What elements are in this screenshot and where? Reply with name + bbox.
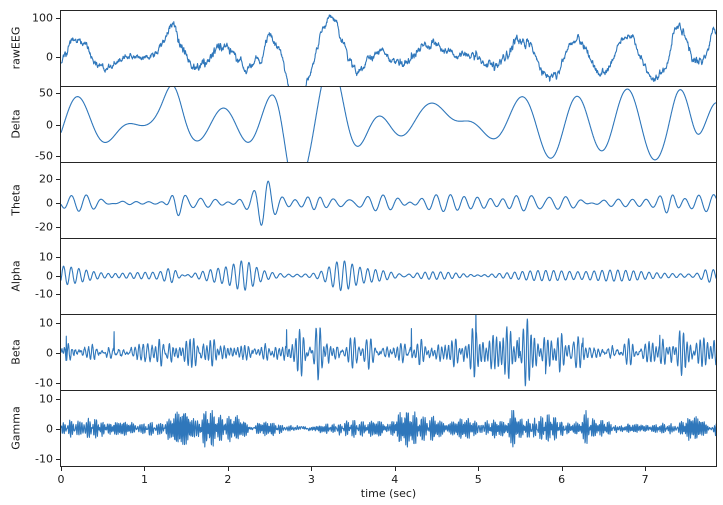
waveform-Gamma: [61, 409, 716, 448]
y-tick-label: 0: [46, 269, 53, 283]
y-tick-label: 0: [46, 118, 53, 131]
y-tick-label: -10: [35, 287, 53, 301]
x-tick-mark: [478, 467, 480, 471]
trace-rawEEG: [61, 14, 716, 86]
y-tick-label: 0: [46, 196, 53, 210]
x-tick-label: 5: [474, 473, 482, 486]
y-tick-mark: [56, 322, 60, 324]
subplot-Delta: [60, 86, 717, 162]
y-tick-mark: [56, 93, 60, 95]
y-tick-label: -10: [35, 376, 53, 389]
y-tick-mark: [56, 227, 60, 229]
trace-Beta: [61, 315, 716, 387]
x-tick-label: 2: [224, 473, 232, 486]
y-axis-title-rawEEG: rawEEG: [9, 26, 23, 70]
subplot-Beta: [60, 314, 717, 390]
x-tick-label: 6: [558, 473, 566, 486]
x-tick-label: 7: [641, 473, 649, 486]
waveform-Beta: [61, 315, 716, 387]
y-tick-label: 10: [39, 392, 53, 405]
y-tick-mark: [56, 17, 60, 19]
x-tick-mark: [394, 467, 396, 471]
y-tick-mark: [56, 124, 60, 126]
y-tick-label: 0: [46, 50, 53, 64]
trace-Alpha: [61, 260, 716, 292]
y-tick-mark: [56, 178, 60, 180]
x-tick-label: 0: [57, 473, 65, 486]
trace-Gamma: [61, 409, 716, 448]
y-tick-label: 10: [39, 316, 53, 329]
y-tick-label: -10: [35, 452, 53, 465]
waveform-rawEEG: [61, 14, 716, 86]
x-axis-title: time (sec): [360, 487, 417, 500]
y-tick-label: -20: [35, 220, 53, 234]
x-tick-mark: [144, 467, 146, 471]
x-tick-label: 3: [307, 473, 315, 486]
y-tick-mark: [56, 202, 60, 204]
subplot-Theta: [60, 162, 717, 238]
x-tick-mark: [311, 467, 313, 471]
x-tick-mark: [227, 467, 229, 471]
y-tick-mark: [56, 257, 60, 259]
y-tick-mark: [56, 458, 60, 460]
subplot-rawEEG: [60, 10, 717, 86]
y-tick-label: 20: [39, 172, 53, 186]
y-tick-mark: [56, 428, 60, 430]
waveform-Theta: [61, 180, 716, 226]
y-tick-mark: [56, 57, 60, 59]
y-tick-mark: [56, 352, 60, 354]
y-tick-mark: [56, 275, 60, 277]
x-tick-label: 1: [140, 473, 148, 486]
y-tick-label: 50: [39, 86, 53, 100]
x-tick-mark: [61, 467, 62, 471]
x-tick-mark: [645, 467, 647, 471]
y-tick-label: 10: [39, 250, 53, 264]
y-tick-label: 0: [46, 422, 53, 435]
y-tick-mark: [56, 382, 60, 384]
y-tick-label: -50: [35, 149, 53, 163]
y-tick-mark: [56, 398, 60, 400]
trace-Theta: [61, 180, 716, 226]
subplot-Alpha: [60, 238, 717, 314]
waveform-Delta: [61, 87, 716, 162]
waveform-Alpha: [61, 260, 716, 292]
y-tick-label: 0: [46, 346, 53, 359]
y-tick-label: 100: [32, 11, 53, 25]
x-tick-label: 4: [391, 473, 399, 486]
x-tick-mark: [561, 467, 563, 471]
subplot-Gamma: [60, 390, 717, 467]
y-tick-mark: [56, 293, 60, 295]
y-tick-mark: [56, 155, 60, 157]
trace-Delta: [61, 87, 716, 162]
